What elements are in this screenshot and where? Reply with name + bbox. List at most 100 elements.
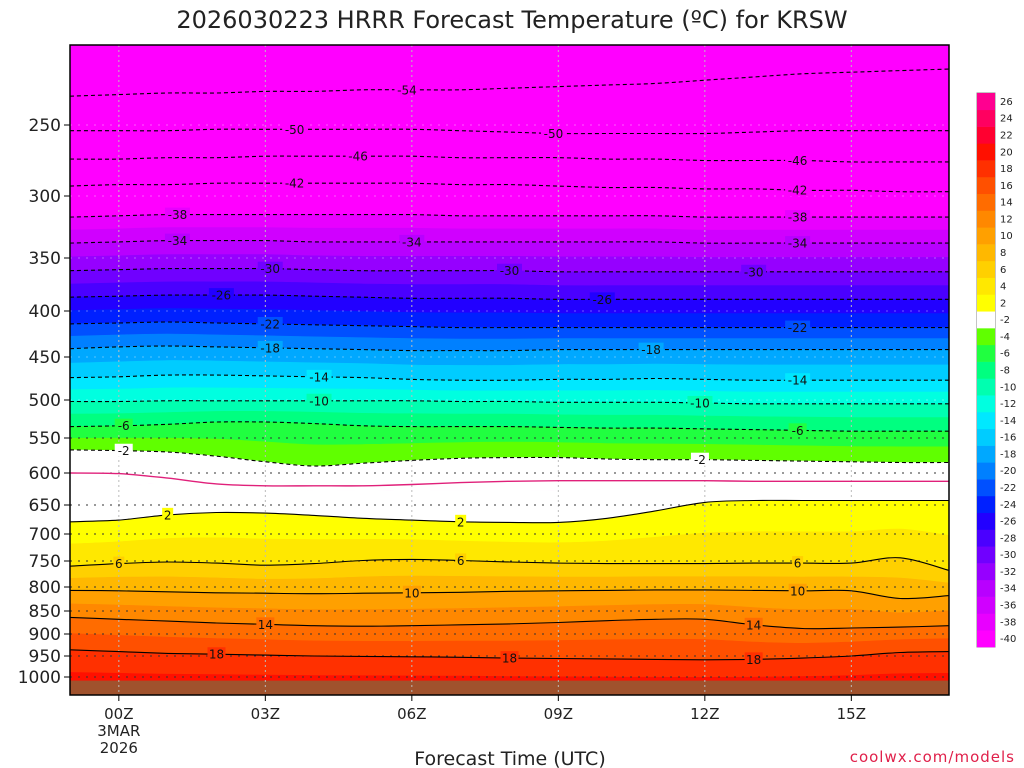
contour-label-bg <box>455 514 467 528</box>
colorbar-label: 18 <box>1000 164 1013 175</box>
colorbar-swatch <box>977 479 995 497</box>
y-tick-label: 750 <box>29 552 61 572</box>
colorbar-swatch <box>977 176 995 195</box>
colorbar-label: -18 <box>1000 449 1016 460</box>
contour-label-bg <box>785 210 811 224</box>
colorbar-swatch <box>977 126 995 144</box>
contour-label-bg <box>164 233 190 247</box>
contour-label-bg <box>785 183 811 197</box>
contour-label: 2 <box>164 508 172 522</box>
contour-label: 18 <box>209 648 224 662</box>
colorbar-label: -12 <box>1000 399 1016 410</box>
y-tick-label: 400 <box>29 302 61 322</box>
contour-label-bg <box>162 507 174 521</box>
colorbar-label: -36 <box>1000 601 1016 612</box>
contour-label-layer: -54 -50 -50 -46 -46 -42 -42 -38 -38 -34 -34 -34 -30 -… <box>113 82 811 667</box>
x-tick-label: 06Z <box>397 705 426 723</box>
colorbar-swatch <box>977 93 995 111</box>
colorbar-label: 26 <box>1000 97 1013 108</box>
colorbar-swatch <box>977 563 995 581</box>
colorbar-label: -8 <box>1000 366 1010 377</box>
colorbar-swatch <box>977 193 995 211</box>
colorbar-swatch <box>977 244 995 262</box>
colorbar-label: -40 <box>1000 634 1016 645</box>
y-tick-label: 500 <box>29 391 61 411</box>
contour-label: -42 <box>788 184 808 198</box>
contour-label: -6 <box>118 419 130 433</box>
contour-label-bg <box>164 207 190 221</box>
y-tick-label: 650 <box>29 496 61 516</box>
colorbar-label: -32 <box>1000 567 1016 578</box>
x-tick-label: 12Z <box>690 705 719 723</box>
x-tick-label: 00Z <box>104 705 133 723</box>
colorbar-swatch <box>977 596 995 614</box>
ground-strip <box>70 680 949 695</box>
contour-label-bg <box>114 443 133 457</box>
colorbar-swatch <box>977 613 995 631</box>
y-axis: 250 300 350 400 450 500 550 600 650 700 750 800 850 9… <box>18 116 70 688</box>
contour-label-bg <box>741 264 767 278</box>
y-tick-label: 900 <box>29 625 61 645</box>
contour-label: 18 <box>746 653 761 667</box>
contour-label: -38 <box>788 211 808 225</box>
colorbar-label: -16 <box>1000 433 1016 444</box>
contour-label-bg <box>589 292 615 306</box>
colorbar-swatch <box>977 462 995 480</box>
contour-label-bg <box>687 395 713 409</box>
contour-label-bg <box>256 617 275 631</box>
contour-label: -18 <box>641 343 661 357</box>
contour-label-bg <box>744 617 763 631</box>
contour-label-bg <box>399 234 425 248</box>
colorbar-swatch <box>977 311 995 329</box>
x-date-label: 3MAR <box>97 722 140 740</box>
contour-label: -50 <box>544 127 564 141</box>
contour-label: -38 <box>168 208 188 222</box>
contour-label-bg <box>257 340 283 354</box>
plot-frame <box>69 44 950 696</box>
colorbar-swatch <box>977 630 995 648</box>
contour-label: 14 <box>746 618 761 632</box>
contour-label-bg <box>788 583 807 597</box>
contour-label: -14 <box>309 370 329 384</box>
y-tick-label: 1000 <box>18 668 61 688</box>
contour-label: 10 <box>790 584 805 598</box>
colorbar-label: -22 <box>1000 483 1016 494</box>
contour-label: -30 <box>260 262 280 276</box>
y-tick-label: 250 <box>29 116 61 136</box>
contour-label: -22 <box>260 317 280 331</box>
contour-label: -46 <box>788 154 808 168</box>
colorbar-swatch <box>977 428 995 446</box>
contour-label: -10 <box>690 396 710 410</box>
contour-label-bg <box>282 122 308 136</box>
colorbar-label: -38 <box>1000 617 1016 628</box>
contour-label: -30 <box>500 264 520 278</box>
contour-label-bg <box>785 236 811 250</box>
contour-label: -10 <box>309 394 329 408</box>
freezing-contour-line <box>70 472 949 487</box>
colorbar-swatch <box>977 109 995 127</box>
colorbar: -40-38-36-34-32-30-28-26-24-22-20-18-16-… <box>976 92 1016 648</box>
contour-label-bg <box>114 418 133 432</box>
contour-label: -34 <box>168 234 188 248</box>
contour-label-bg <box>497 263 522 277</box>
contour-label: 14 <box>258 618 273 632</box>
contour-label-bg <box>282 176 308 190</box>
colorbar-label: 20 <box>1000 147 1013 158</box>
colorbar-swatch <box>977 160 995 178</box>
contour-label: 6 <box>794 557 802 571</box>
x-tick-label: 03Z <box>251 705 280 723</box>
colorbar-swatch <box>977 143 995 161</box>
contour-label-bg <box>455 553 467 567</box>
x-tick-label: 09Z <box>544 705 573 723</box>
colorbar-label: -14 <box>1000 416 1016 427</box>
contour-label-bg <box>638 342 664 356</box>
contour-label-bg <box>208 288 234 302</box>
colorbar-label: -2 <box>1000 315 1010 326</box>
credit-text: coolwx.com/models <box>850 748 1015 766</box>
contour-label-bg <box>257 261 283 275</box>
contour-label: -54 <box>397 83 417 97</box>
contour-label: 6 <box>115 557 123 571</box>
contour-label-bg <box>690 452 709 466</box>
colorbar-swatch <box>977 328 995 346</box>
colorbar-label: -30 <box>1000 550 1016 561</box>
